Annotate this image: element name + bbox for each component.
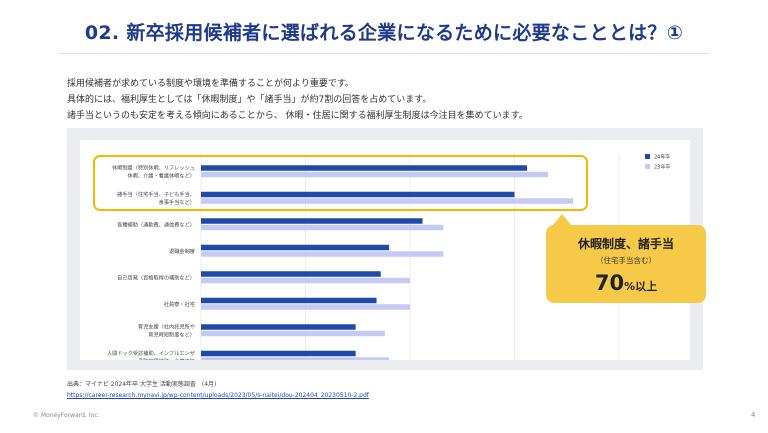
- bar: [201, 350, 356, 357]
- category-label: 社員寮・社宅: [164, 300, 195, 308]
- callout-stat: 70%以上: [546, 271, 706, 295]
- category-label: 休暇制度（特別休暇、リフレッシュ: [112, 163, 195, 171]
- source-note: 出典：マイナビ 2024年卒 大学生 活動実態調査 (4月) https://c…: [67, 379, 369, 401]
- callout-unit: %以上: [624, 280, 658, 293]
- intro-line-3: 諸手当というのも安定を考える傾向にあることから、 休暇・住居に関する福利厚生制度…: [67, 111, 528, 121]
- category-label: 諸手当（住宅手当、子ども手当、: [117, 190, 195, 198]
- summary-callout: 休暇制度、諸手当 （住宅手当含む） 70%以上: [546, 214, 706, 303]
- copyright: © MoneyForward, Inc.: [33, 412, 100, 419]
- bar: [201, 277, 410, 284]
- callout-subtext: （住宅手当含む）: [596, 256, 656, 265]
- page-number: 4: [751, 411, 756, 419]
- legend-swatch: [645, 154, 650, 159]
- intro-text: 採用候補者が求めている制度や環境を準備することが何より重要です。 具体的には、福…: [67, 76, 528, 124]
- bar: [201, 244, 390, 251]
- category-label: 育児時短制度など）: [148, 330, 195, 338]
- bar: [201, 357, 390, 360]
- bar: [201, 271, 381, 277]
- bar: [201, 191, 515, 198]
- highlight-frame: [93, 155, 588, 211]
- legend-label: 23年卒: [654, 164, 670, 171]
- category-label: 育児支援（社内託児所や: [138, 322, 195, 330]
- bar: [201, 224, 444, 231]
- bar: [201, 198, 574, 204]
- category-label: 食事手当など）: [159, 198, 195, 206]
- source-label: 出典：マイナビ 2024年卒 大学生 活動実態調査 (4月): [67, 381, 217, 388]
- category-label: 人間ドック受診補助、インフルエンザ: [107, 349, 195, 357]
- category-label: 自己啓発（資格取得の補助など）: [117, 273, 195, 281]
- bar: [201, 324, 356, 330]
- category-label: 休暇、介護・看護休暇など）: [128, 171, 195, 179]
- bar: [201, 304, 410, 310]
- category-label: 各種補助（通勤費、通信費など）: [117, 220, 195, 228]
- intro-line-2: 具体的には、福利厚生としては「休暇制度」や「諸手当」が約7割の回答を占めています…: [67, 95, 432, 105]
- page-title: 02. 新卒採用候補者に選ばれる企業になるために必要なこととは？①: [84, 22, 684, 44]
- intro-line-1: 採用候補者が求めている制度や環境を準備することが何より重要です。: [67, 79, 354, 89]
- callout-headline: 休暇制度、諸手当: [577, 237, 674, 251]
- legend-swatch: [645, 164, 650, 169]
- category-label: 退職金制度: [169, 247, 195, 255]
- bar: [201, 165, 528, 171]
- callout-value: 70: [594, 271, 625, 295]
- category-label: 予防接種補助、企業内診: [138, 357, 196, 360]
- bar: [201, 330, 385, 337]
- bar: [201, 297, 377, 304]
- legend-label: 24年卒: [654, 154, 670, 161]
- bar: [201, 218, 423, 224]
- source-link[interactable]: https://career-research.mynavi.jp/wp-con…: [67, 392, 369, 399]
- bar: [201, 251, 444, 257]
- bar: [201, 171, 548, 178]
- title-divider: [58, 53, 710, 54]
